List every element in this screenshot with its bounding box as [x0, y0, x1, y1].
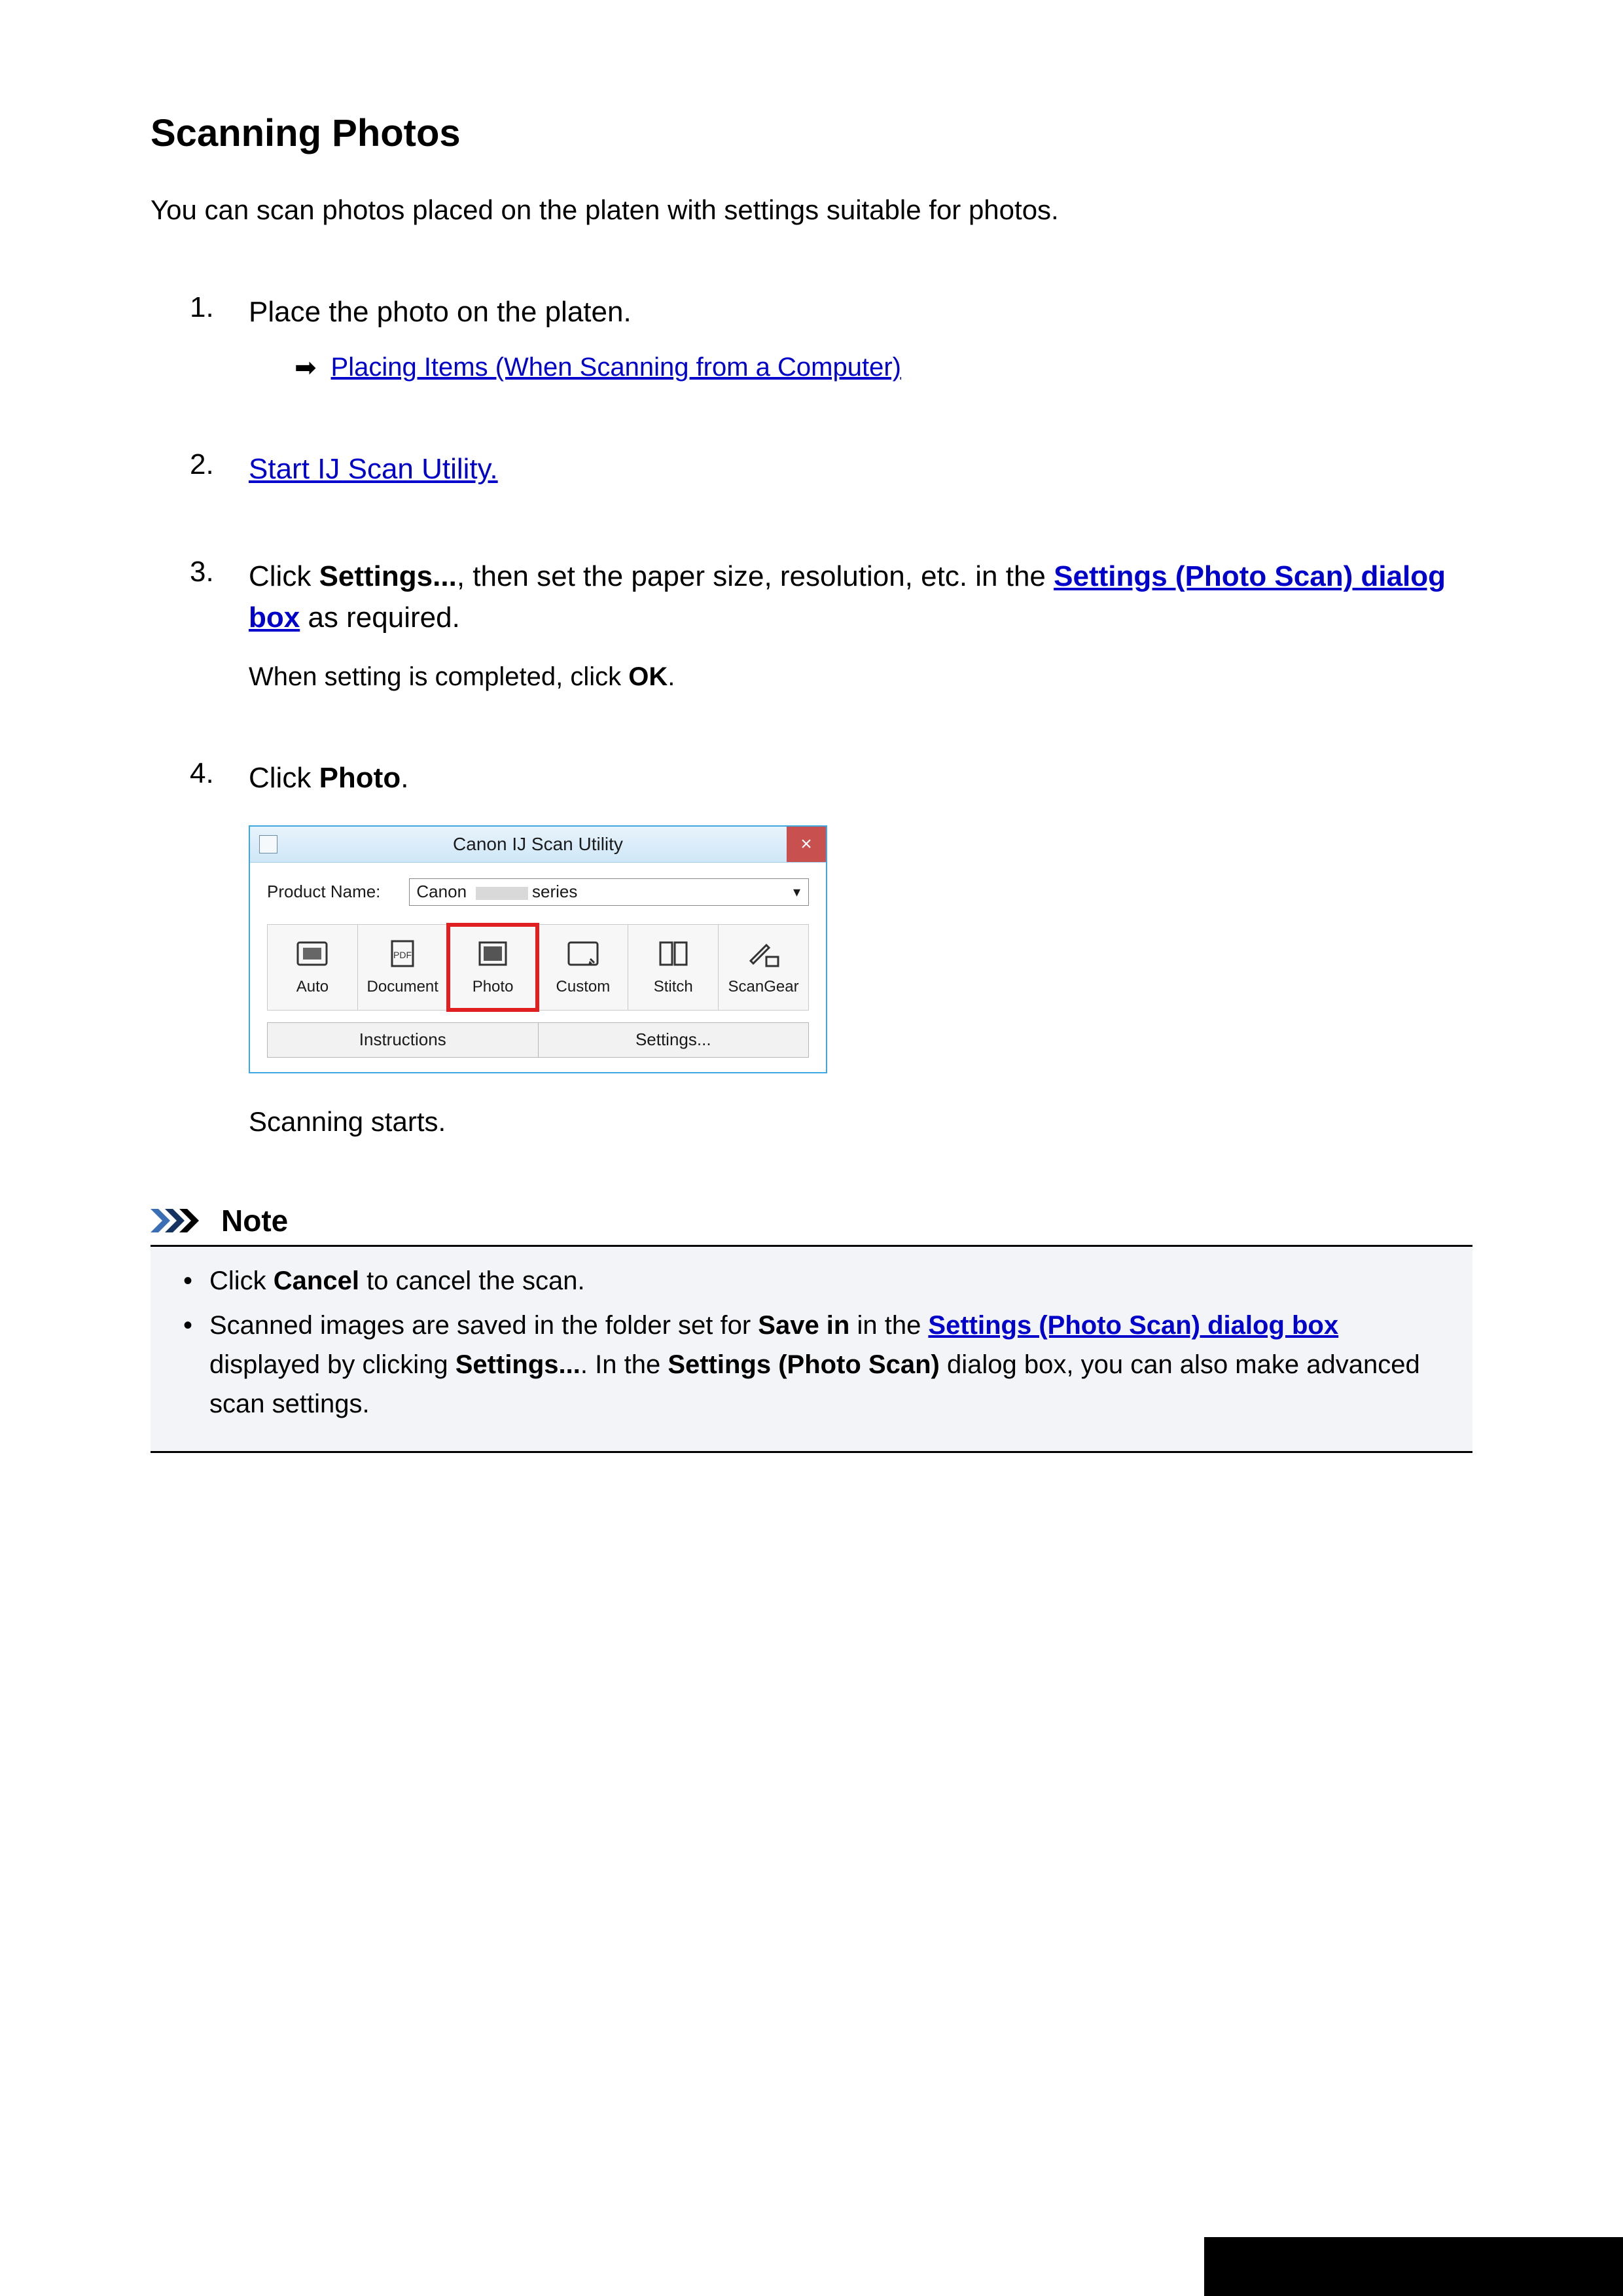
step-4-text: Click Photo. [249, 757, 1472, 799]
settings-button[interactable]: Settings... [538, 1022, 810, 1058]
ij-scan-utility-screenshot: Canon IJ Scan Utility × Product Name: Ca… [249, 825, 1472, 1073]
tile-document-label: Document [367, 978, 438, 996]
stitch-icon [656, 939, 690, 969]
note-body: Click Cancel to cancel the scan. Scanned… [151, 1247, 1472, 1453]
ij-body: Product Name: Canon series ▾ [250, 863, 826, 1072]
note-item-1: Click Cancel to cancel the scan. [183, 1261, 1453, 1300]
footer-black-bar [1204, 2237, 1623, 2296]
step-3-note: When setting is completed, click OK. [249, 662, 1472, 692]
product-name-row: Product Name: Canon series ▾ [267, 878, 809, 906]
combo-canon: Canon [416, 882, 467, 901]
tile-photo[interactable]: Photo [448, 924, 539, 1011]
ij-titlebar: Canon IJ Scan Utility × [250, 827, 826, 863]
step-3-note-post: . [668, 662, 675, 691]
tile-photo-label: Photo [473, 978, 514, 996]
step-3-post: as required. [300, 601, 460, 634]
step-3-text: Click Settings..., then set the paper si… [249, 556, 1472, 639]
note2-savein: Save in [758, 1311, 849, 1340]
note1-bold: Cancel [274, 1266, 359, 1295]
note2-b: in the [849, 1311, 928, 1340]
step-3-settings-bold: Settings... [319, 560, 457, 592]
note-settings-photo-scan-link[interactable]: Settings (Photo Scan) dialog box [928, 1311, 1338, 1340]
instructions-button[interactable]: Instructions [267, 1022, 539, 1058]
note2-settings: Settings... [455, 1350, 580, 1379]
note-item-2: Scanned images are saved in the folder s… [183, 1306, 1453, 1424]
photo-icon [476, 939, 510, 969]
tile-scangear-label: ScanGear [728, 978, 799, 996]
step-3-note-pre: When setting is completed, click [249, 662, 628, 691]
note2-c: displayed by clicking [209, 1350, 455, 1379]
note2-link-bold: Settings (Photo Scan) dialog box [928, 1311, 1338, 1340]
tile-document[interactable]: PDF Document [357, 924, 448, 1011]
note-chevrons-icon [151, 1206, 209, 1235]
ij-window-title: Canon IJ Scan Utility [250, 834, 826, 855]
step-4: Click Photo. Canon IJ Scan Utility × Pro… [190, 757, 1472, 1138]
intro-text: You can scan photos placed on the platen… [151, 194, 1472, 226]
placing-items-link[interactable]: Placing Items (When Scanning from a Comp… [331, 353, 901, 382]
tile-stitch[interactable]: Stitch [628, 924, 719, 1011]
step-3-note-bold: OK [628, 662, 668, 691]
combo-series: series [532, 882, 577, 901]
tile-auto-label: Auto [296, 978, 329, 996]
arrow-right-icon: ➡ [294, 353, 317, 383]
note1-pre: Click [209, 1266, 274, 1295]
start-ij-scan-utility-link[interactable]: Start IJ Scan Utility. [249, 453, 498, 485]
product-name-value: Canon series [416, 882, 577, 902]
step-1-text: Place the photo on the platen. [249, 291, 1472, 333]
scan-tiles: Auto PDF Document Photo [267, 924, 809, 1011]
note2-d: . In the [580, 1350, 668, 1379]
ij-bottom-buttons: Instructions Settings... [267, 1022, 809, 1058]
step-1-sublink-row: ➡ Placing Items (When Scanning from a Co… [294, 353, 1472, 383]
scanning-starts-text: Scanning starts. [249, 1106, 1472, 1138]
step-3-pre: Click [249, 560, 319, 592]
ij-window: Canon IJ Scan Utility × Product Name: Ca… [249, 825, 827, 1073]
product-name-combo[interactable]: Canon series ▾ [409, 878, 809, 906]
note2-dlg: Settings (Photo Scan) [668, 1350, 940, 1379]
close-icon[interactable]: × [787, 827, 826, 862]
step-3-mid: , then set the paper size, resolution, e… [457, 560, 1054, 592]
tile-custom[interactable]: Custom [537, 924, 628, 1011]
step-2: Start IJ Scan Utility. [190, 448, 1472, 490]
scangear-icon [747, 939, 781, 969]
product-name-label: Product Name: [267, 882, 380, 902]
note-title: Note [221, 1203, 288, 1238]
auto-icon [295, 939, 329, 969]
svg-text:PDF: PDF [393, 950, 412, 960]
note1-post: to cancel the scan. [359, 1266, 585, 1295]
document-icon: PDF [385, 939, 419, 969]
custom-icon [566, 939, 600, 969]
combo-blank [476, 887, 528, 900]
tile-custom-label: Custom [556, 978, 611, 996]
note-section: Note Click Cancel to cancel the scan. Sc… [151, 1203, 1472, 1453]
steps-list: Place the photo on the platen. ➡ Placing… [190, 291, 1472, 1138]
step-4-post: . [401, 762, 408, 794]
step-1: Place the photo on the platen. ➡ Placing… [190, 291, 1472, 383]
tile-scangear[interactable]: ScanGear [718, 924, 809, 1011]
tile-stitch-label: Stitch [654, 978, 693, 996]
step-4-pre: Click [249, 762, 319, 794]
step-4-bold: Photo [319, 762, 401, 794]
app-icon [259, 835, 277, 853]
chevron-down-icon: ▾ [793, 884, 800, 901]
step-3: Click Settings..., then set the paper si… [190, 556, 1472, 692]
tile-auto[interactable]: Auto [267, 924, 358, 1011]
note-header: Note [151, 1203, 1472, 1247]
page-title: Scanning Photos [151, 111, 1472, 155]
note2-a: Scanned images are saved in the folder s… [209, 1311, 758, 1340]
